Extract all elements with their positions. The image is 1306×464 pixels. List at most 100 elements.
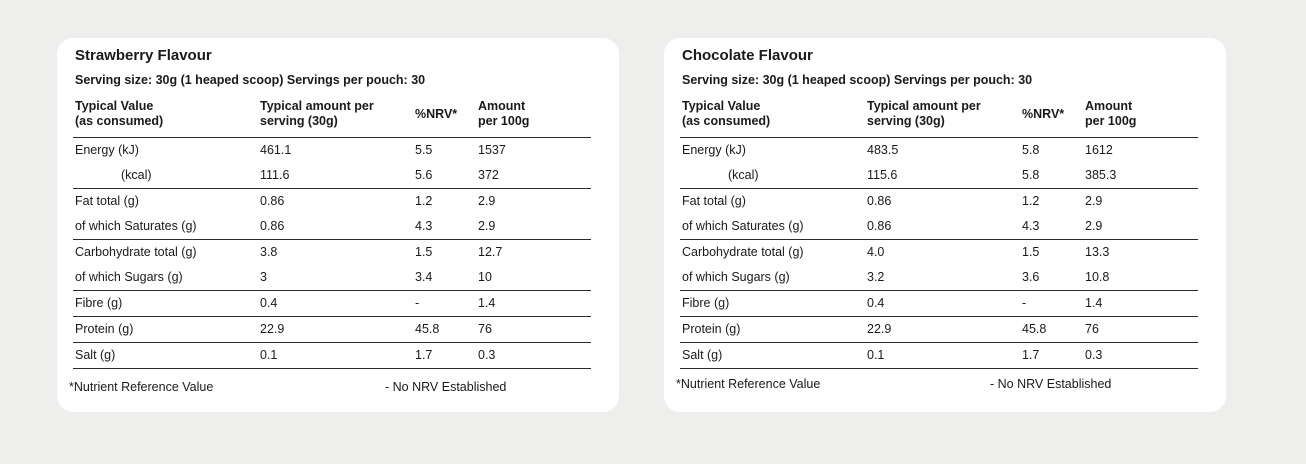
footnote-nrv-definition: *Nutrient Reference Value — [69, 380, 214, 394]
table-row: Energy (kJ) 461.1 5.5 1537 — [73, 138, 591, 164]
row-nrv: 4.3 — [1020, 214, 1083, 240]
row-serving: 0.86 — [867, 194, 892, 208]
row-per100: 1.4 — [476, 290, 591, 317]
row-label: of which Sugars (g) — [73, 265, 258, 291]
row-label: Fibre (g) — [680, 290, 865, 317]
row-label: Protein (g) — [73, 316, 258, 343]
row-per100: 385.3 — [1083, 163, 1198, 189]
row-nrv: 45.8 — [1020, 316, 1083, 343]
row-label: Carbohydrate total (g) — [75, 245, 197, 259]
table-row: of which Sugars (g) 3.2 3.6 10.8 — [680, 265, 1198, 291]
row-nrv: 3.4 — [413, 265, 476, 291]
table-row: of which Saturates (g) 0.86 4.3 2.9 — [680, 214, 1198, 240]
table-row: Fat total (g) 0.86 1.2 2.9 — [680, 189, 1198, 215]
row-serving: 0.86 — [258, 214, 413, 240]
row-label: Carbohydrate total (g) — [682, 245, 804, 259]
row-nrv: - — [1020, 290, 1083, 317]
row-nrv: 5.5 — [415, 143, 433, 157]
nutrition-card-chocolate: Chocolate Flavour Serving size: 30g (1 h… — [664, 38, 1226, 412]
header-amount-per-100g: Amount per 100g — [1083, 99, 1198, 138]
row-label: Salt (g) — [680, 342, 865, 369]
row-label: Fat total (g) — [682, 194, 746, 208]
table-row: Salt (g) 0.1 1.7 0.3 — [73, 342, 591, 369]
row-nrv: 4.3 — [413, 214, 476, 240]
row-nrv: 3.6 — [1020, 265, 1083, 291]
table-row: (kcal) 115.6 5.8 385.3 — [680, 163, 1198, 189]
row-label: Energy (kJ) — [75, 143, 139, 157]
row-serving: 3 — [258, 265, 413, 291]
nutrition-card-strawberry: Strawberry Flavour Serving size: 30g (1 … — [57, 38, 619, 412]
row-serving: 461.1 — [260, 143, 292, 157]
row-per100: 12.7 — [478, 245, 503, 259]
row-label: Fat total (g) — [75, 194, 139, 208]
row-serving: 0.4 — [865, 290, 1020, 317]
serving-info: Serving size: 30g (1 heaped scoop) Servi… — [75, 73, 426, 87]
header-row: Typical Value (as consumed) Typical amoun… — [73, 99, 591, 138]
header-amount-per-serving: Typical amount per serving (30g) — [865, 99, 1020, 138]
row-per100: 2.9 — [476, 214, 591, 240]
footnote-no-nrv: - No NRV Established — [990, 377, 1112, 391]
card-title: Chocolate Flavour — [682, 47, 813, 64]
table-row: Energy (kJ) 483.5 5.8 1612 — [680, 138, 1198, 164]
header-typical-value: Typical Value (as consumed) — [73, 99, 258, 138]
row-label: Protein (g) — [680, 316, 865, 343]
row-per100: 372 — [476, 163, 591, 189]
row-per100: 1.4 — [1083, 290, 1198, 317]
row-label: (kcal) — [73, 163, 258, 189]
table-row: Fibre (g) 0.4-1.4 — [680, 290, 1198, 317]
serving-info: Serving size: 30g (1 heaped scoop) Servi… — [682, 73, 1033, 87]
nutrition-table: Typical Value (as consumed) Typical amoun… — [680, 99, 1198, 369]
row-serving: 22.9 — [258, 316, 413, 343]
row-per100: 0.3 — [1083, 342, 1198, 369]
row-serving: 115.6 — [865, 163, 1020, 189]
card-title: Strawberry Flavour — [75, 47, 212, 64]
header-row: Typical Value (as consumed) Typical amoun… — [680, 99, 1198, 138]
row-serving: 0.86 — [865, 214, 1020, 240]
row-label: Salt (g) — [73, 342, 258, 369]
table-row: Fibre (g) 0.4-1.4 — [73, 290, 591, 317]
row-label: (kcal) — [680, 163, 865, 189]
table-row: Fat total (g) 0.86 1.2 2.9 — [73, 189, 591, 215]
row-per100: 0.3 — [476, 342, 591, 369]
row-nrv: 5.8 — [1020, 163, 1083, 189]
header-nrv: %NRV* — [413, 99, 476, 138]
footnote-nrv-definition: *Nutrient Reference Value — [676, 377, 821, 391]
table-row: of which Sugars (g) 3 3.4 10 — [73, 265, 591, 291]
table-row: Carbohydrate total (g) 4.0 1.5 13.3 — [680, 240, 1198, 266]
row-serving: 0.86 — [260, 194, 285, 208]
row-serving: 22.9 — [865, 316, 1020, 343]
row-serving: 0.1 — [258, 342, 413, 369]
row-serving: 483.5 — [867, 143, 899, 157]
row-nrv: 1.7 — [1020, 342, 1083, 369]
row-serving: 4.0 — [867, 245, 885, 259]
row-serving: 3.8 — [260, 245, 278, 259]
row-serving: 0.1 — [865, 342, 1020, 369]
header-typical-value: Typical Value (as consumed) — [680, 99, 865, 138]
header-nrv: %NRV* — [1020, 99, 1083, 138]
footnote-no-nrv: - No NRV Established — [385, 380, 507, 394]
row-serving: 3.2 — [865, 265, 1020, 291]
row-nrv: 1.7 — [413, 342, 476, 369]
row-nrv: - — [413, 290, 476, 317]
footnote: *Nutrient Reference Value - No NRV Estab… — [676, 377, 1198, 393]
row-nrv: 45.8 — [413, 316, 476, 343]
row-serving: 111.6 — [258, 163, 413, 189]
row-per100: 13.3 — [1085, 245, 1110, 259]
row-per100: 76 — [476, 316, 591, 343]
table-row: Protein (g) 22.9 45.8 76 — [680, 316, 1198, 343]
row-per100: 1612 — [1085, 143, 1113, 157]
header-amount-per-serving: Typical amount per serving (30g) — [258, 99, 413, 138]
row-nrv: 1.5 — [415, 245, 433, 259]
row-label: Fibre (g) — [73, 290, 258, 317]
row-nrv: 5.8 — [1022, 143, 1040, 157]
table-row: Salt (g) 0.1 1.7 0.3 — [680, 342, 1198, 369]
row-per100: 10 — [476, 265, 591, 291]
table-row: Carbohydrate total (g) 3.8 1.5 12.7 — [73, 240, 591, 266]
row-label: of which Sugars (g) — [680, 265, 865, 291]
row-label: of which Saturates (g) — [680, 214, 865, 240]
row-per100: 2.9 — [478, 194, 496, 208]
row-per100: 10.8 — [1083, 265, 1198, 291]
row-per100: 2.9 — [1083, 214, 1198, 240]
row-nrv: 1.2 — [415, 194, 433, 208]
row-nrv: 5.6 — [413, 163, 476, 189]
